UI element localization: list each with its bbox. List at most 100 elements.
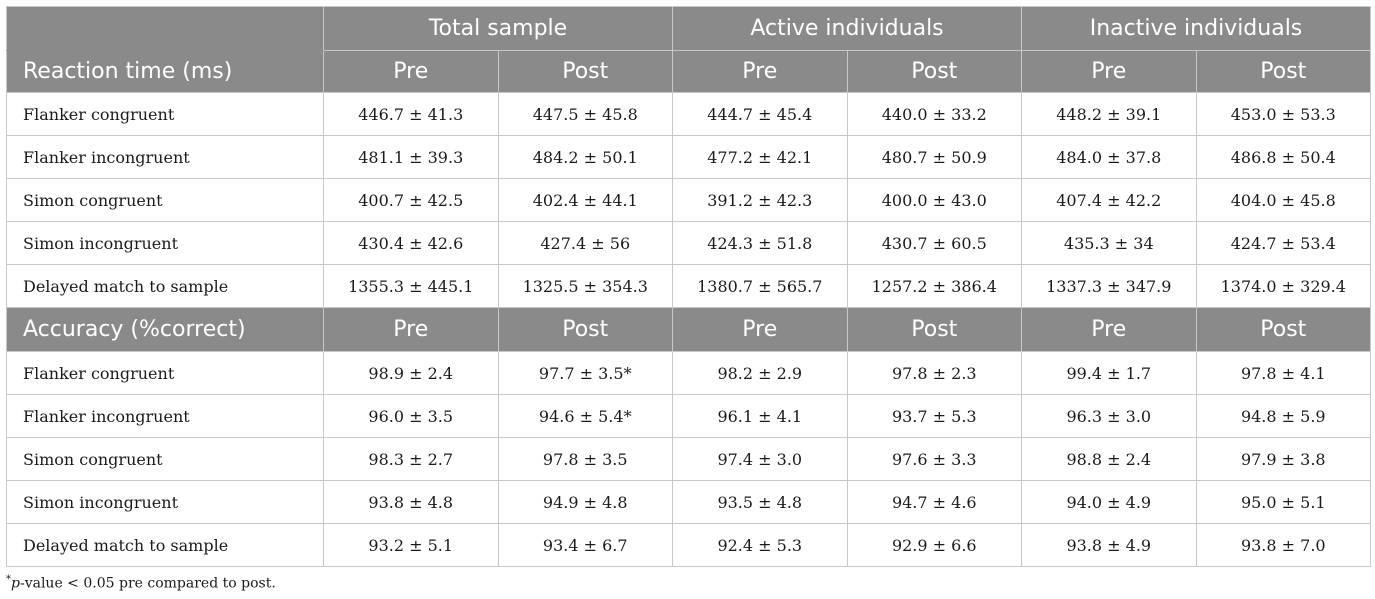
table-cell: 430.7 ± 60.5 [846, 221, 1023, 265]
table-cell: 93.2 ± 5.1 [323, 523, 499, 567]
table-cell: 444.7 ± 45.4 [672, 92, 848, 136]
section-header-accuracy: Accuracy (%correct) Pre Post Pre Post Pr… [6, 307, 1372, 352]
subheader-pre: Pre [1021, 50, 1197, 93]
table-cell: 486.8 ± 50.4 [1195, 135, 1372, 179]
table-cell: 424.3 ± 51.8 [672, 221, 848, 265]
row-label: Flanker congruent [6, 92, 324, 136]
table-cell: 97.4 ± 3.0 [672, 437, 848, 481]
table-footnote: *p-value < 0.05 pre compared to post. [6, 574, 276, 592]
table-row: Delayed match to sample 1355.3 ± 445.1 1… [6, 264, 1372, 308]
table-cell: 407.4 ± 42.2 [1021, 178, 1197, 222]
table-cell: 1380.7 ± 565.7 [672, 264, 848, 308]
table-row: Simon incongruent 93.8 ± 4.8 94.9 ± 4.8 … [6, 480, 1372, 524]
table-cell: 94.9 ± 4.8 [497, 480, 674, 524]
table-cell: 96.1 ± 4.1 [672, 394, 848, 438]
table-cell: 97.8 ± 4.1 [1195, 351, 1372, 395]
table-cell: 1374.0 ± 329.4 [1195, 264, 1372, 308]
table-cell: 440.0 ± 33.2 [846, 92, 1023, 136]
group-header-row: Total sample Active individuals Inactive… [6, 6, 1372, 51]
table-cell: 480.7 ± 50.9 [846, 135, 1023, 179]
table-cell: 98.9 ± 2.4 [323, 351, 499, 395]
table-cell: 481.1 ± 39.3 [323, 135, 499, 179]
row-label: Flanker incongruent [6, 135, 324, 179]
table-cell: 92.9 ± 6.6 [846, 523, 1023, 567]
subheader-pre: Pre [323, 50, 499, 93]
section-header-reaction-time: Reaction time (ms) Pre Post Pre Post Pre… [6, 50, 1372, 93]
section-title-reaction-time: Reaction time (ms) [6, 50, 324, 93]
table-cell: 484.0 ± 37.8 [1021, 135, 1197, 179]
row-label: Simon incongruent [6, 480, 324, 524]
row-label: Simon incongruent [6, 221, 324, 265]
table-cell: 94.0 ± 4.9 [1021, 480, 1197, 524]
subheader-pre: Pre [672, 307, 848, 352]
table-cell: 96.0 ± 3.5 [323, 394, 499, 438]
subheader-pre: Pre [1021, 307, 1197, 352]
table-row: Simon congruent 400.7 ± 42.5 402.4 ± 44.… [6, 178, 1372, 222]
table-cell: 400.0 ± 43.0 [846, 178, 1023, 222]
table-cell: 93.8 ± 7.0 [1195, 523, 1372, 567]
table-row: Flanker congruent 446.7 ± 41.3 447.5 ± 4… [6, 92, 1372, 136]
row-label: Simon congruent [6, 178, 324, 222]
table-cell: 484.2 ± 50.1 [497, 135, 674, 179]
results-table-container: Total sample Active individuals Inactive… [6, 6, 1372, 567]
table-cell: 93.8 ± 4.9 [1021, 523, 1197, 567]
table-cell: 92.4 ± 5.3 [672, 523, 848, 567]
table-cell: 95.0 ± 5.1 [1195, 480, 1372, 524]
table-cell: 94.8 ± 5.9 [1195, 394, 1372, 438]
table-cell: 93.5 ± 4.8 [672, 480, 848, 524]
table-cell: 99.4 ± 1.7 [1021, 351, 1197, 395]
table-cell: 94.6 ± 5.4* [497, 394, 674, 438]
table-cell: 93.4 ± 6.7 [497, 523, 674, 567]
subheader-post: Post [497, 307, 674, 352]
subheader-pre: Pre [672, 50, 848, 93]
table-cell: 404.0 ± 45.8 [1195, 178, 1372, 222]
table-cell: 446.7 ± 41.3 [323, 92, 499, 136]
table-cell: 93.8 ± 4.8 [323, 480, 499, 524]
subheader-pre: Pre [323, 307, 499, 352]
row-label: Delayed match to sample [6, 523, 324, 567]
row-label: Flanker congruent [6, 351, 324, 395]
table-row: Delayed match to sample 93.2 ± 5.1 93.4 … [6, 523, 1372, 567]
table-cell: 447.5 ± 45.8 [497, 92, 674, 136]
table-cell: 402.4 ± 44.1 [497, 178, 674, 222]
section-title-accuracy: Accuracy (%correct) [6, 307, 324, 352]
table-cell: 94.7 ± 4.6 [846, 480, 1023, 524]
table-cell: 98.3 ± 2.7 [323, 437, 499, 481]
table-cell: 96.3 ± 3.0 [1021, 394, 1197, 438]
header-blank-cell [6, 6, 324, 51]
table-cell: 1355.3 ± 445.1 [323, 264, 499, 308]
table-row: Simon incongruent 430.4 ± 42.6 427.4 ± 5… [6, 221, 1372, 265]
table-cell: 1325.5 ± 354.3 [497, 264, 674, 308]
footnote-term: p [11, 575, 20, 592]
table-row: Flanker incongruent 481.1 ± 39.3 484.2 ±… [6, 135, 1372, 179]
table-row: Flanker incongruent 96.0 ± 3.5 94.6 ± 5.… [6, 394, 1372, 438]
group-header-active-individuals: Active individuals [672, 6, 1023, 51]
table-cell: 97.8 ± 2.3 [846, 351, 1023, 395]
table-cell: 477.2 ± 42.1 [672, 135, 848, 179]
subheader-post: Post [1195, 50, 1372, 93]
table-cell: 98.2 ± 2.9 [672, 351, 848, 395]
table-cell: 391.2 ± 42.3 [672, 178, 848, 222]
table-cell: 1257.2 ± 386.4 [846, 264, 1023, 308]
row-label: Delayed match to sample [6, 264, 324, 308]
results-table: Total sample Active individuals Inactive… [6, 6, 1372, 567]
row-label: Flanker incongruent [6, 394, 324, 438]
table-cell: 424.7 ± 53.4 [1195, 221, 1372, 265]
table-row: Flanker congruent 98.9 ± 2.4 97.7 ± 3.5*… [6, 351, 1372, 395]
subheader-post: Post [846, 50, 1023, 93]
row-label: Simon congruent [6, 437, 324, 481]
table-row: Simon congruent 98.3 ± 2.7 97.8 ± 3.5 97… [6, 437, 1372, 481]
table-cell: 97.6 ± 3.3 [846, 437, 1023, 481]
subheader-post: Post [497, 50, 674, 93]
table-cell: 98.8 ± 2.4 [1021, 437, 1197, 481]
subheader-post: Post [846, 307, 1023, 352]
group-header-total-sample: Total sample [322, 6, 674, 51]
table-cell: 435.3 ± 34 [1021, 221, 1197, 265]
table-cell: 448.2 ± 39.1 [1021, 92, 1197, 136]
table-cell: 1337.3 ± 347.9 [1021, 264, 1197, 308]
footnote-text: -value < 0.05 pre compared to post. [19, 575, 276, 592]
table-cell: 97.7 ± 3.5* [497, 351, 674, 395]
table-cell: 97.8 ± 3.5 [497, 437, 674, 481]
group-header-inactive-individuals: Inactive individuals [1021, 6, 1372, 51]
table-cell: 400.7 ± 42.5 [323, 178, 499, 222]
